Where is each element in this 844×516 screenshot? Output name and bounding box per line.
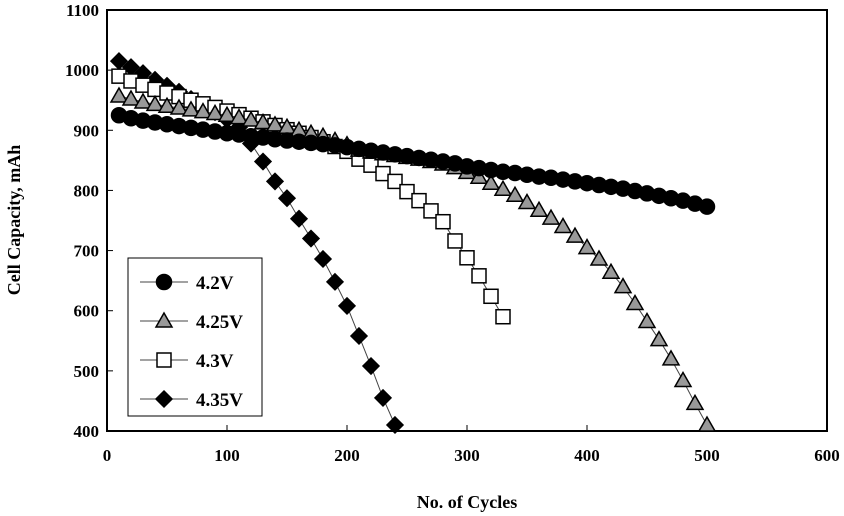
data-point (471, 268, 487, 284)
data-point (373, 388, 393, 407)
data-point (387, 173, 403, 190)
data-point (553, 217, 573, 234)
x-tick-label: 0 (103, 446, 112, 465)
data-point (361, 356, 381, 376)
data-point (265, 115, 285, 132)
legend-label: 4.25V (196, 312, 243, 333)
data-point (649, 330, 669, 347)
legend-marker-diamond (154, 389, 174, 409)
data-point (625, 293, 645, 311)
data-point (325, 272, 345, 291)
data-point (447, 233, 463, 249)
data-point (289, 209, 309, 228)
y-axis-label: Cell Capacity, mAh (4, 145, 24, 296)
data-point (459, 250, 475, 266)
data-point (375, 165, 391, 182)
legend-label: 4.35V (196, 390, 243, 411)
y-axis-ticks: 400 500 600 700 800 900 1000 1100 (65, 1, 113, 441)
data-point (277, 189, 297, 208)
data-point (181, 100, 201, 117)
data-point (253, 152, 273, 171)
data-point (435, 213, 451, 230)
data-point (423, 203, 439, 219)
data-point (217, 105, 237, 122)
y-tick-label: 900 (74, 121, 100, 140)
data-point (637, 312, 657, 329)
y-tick-label: 1000 (65, 61, 99, 80)
x-axis-ticks: 0 100 200 300 400 500 600 (103, 425, 840, 465)
x-tick-label: 100 (214, 446, 240, 465)
x-axis-label: No. of Cycles (417, 492, 517, 512)
data-point (337, 296, 357, 315)
x-tick-label: 200 (334, 446, 360, 465)
data-point (673, 370, 693, 388)
data-point (133, 92, 153, 109)
data-point (698, 198, 716, 215)
data-point (495, 308, 511, 325)
data-point (685, 393, 705, 411)
data-point (349, 326, 369, 346)
data-point (121, 89, 141, 106)
series-group (109, 52, 717, 435)
x-tick-label: 400 (574, 446, 600, 465)
data-point (385, 415, 405, 435)
y-tick-label: 500 (74, 362, 100, 381)
data-point (157, 96, 177, 113)
data-point (411, 192, 427, 209)
legend-label: 4.3V (196, 351, 234, 372)
data-point (481, 173, 501, 190)
data-point (565, 226, 585, 243)
y-tick-label: 600 (74, 302, 100, 321)
legend-marker-circle (155, 273, 173, 291)
legend-label: 4.2V (196, 273, 234, 294)
data-point (601, 262, 621, 279)
data-point (169, 98, 189, 115)
data-point (613, 277, 633, 294)
data-point (697, 415, 717, 432)
data-point (517, 192, 537, 210)
data-point (265, 172, 285, 191)
data-point (205, 103, 225, 121)
data-point (505, 185, 525, 202)
legend: 4.2V 4.25V 4.3V 4.35V (127, 257, 263, 417)
data-point (253, 112, 273, 130)
legend-box (127, 257, 263, 417)
data-point (541, 208, 561, 225)
x-tick-label: 600 (814, 446, 840, 465)
x-tick-label: 300 (454, 446, 480, 465)
data-point (493, 179, 513, 196)
y-tick-label: 700 (74, 242, 100, 261)
data-point (483, 288, 499, 305)
data-point (529, 200, 549, 218)
data-point (241, 110, 261, 127)
y-tick-label: 800 (74, 181, 100, 200)
data-point (109, 86, 129, 103)
data-point (301, 229, 321, 248)
data-point (577, 238, 597, 255)
data-point (145, 94, 165, 112)
series-4-2V (110, 107, 716, 215)
data-point (399, 183, 415, 200)
legend-marker-square (156, 352, 172, 368)
data-point (193, 102, 213, 119)
data-point (661, 349, 681, 366)
data-point (589, 249, 609, 266)
legend-marker-triangle (154, 311, 174, 328)
data-point (313, 249, 333, 269)
y-tick-label: 1100 (66, 1, 99, 20)
data-point (229, 108, 249, 125)
x-tick-label: 500 (694, 446, 720, 465)
y-tick-label: 400 (74, 422, 100, 441)
